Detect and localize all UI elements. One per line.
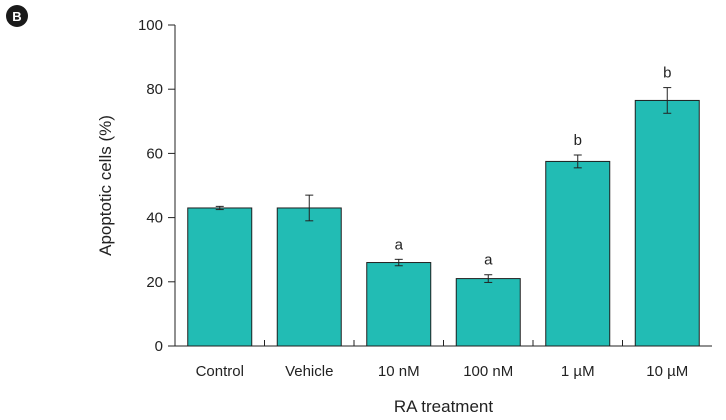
y-tick-label: 100: [138, 17, 163, 34]
error-bars: [215, 87, 672, 283]
x-tick-label: Vehicle: [285, 363, 333, 380]
panel-label: B: [12, 9, 21, 24]
axes: [174, 25, 712, 347]
y-axis-title: Apoptotic cells (%): [96, 115, 115, 256]
bar: [455, 278, 521, 347]
x-tick-label: 100 nM: [463, 363, 513, 380]
x-ticks: Control Vehicle 10 nM 100 nM 1 µM 10 µM: [196, 340, 688, 380]
bar: [276, 207, 342, 347]
significance-label: a: [484, 252, 493, 269]
x-tick-label: 1 µM: [561, 363, 595, 380]
significance-label: a: [395, 236, 404, 253]
panel-badge: B: [6, 5, 28, 27]
significance-label: b: [663, 65, 671, 82]
significance-labels: a a b b: [395, 65, 672, 269]
y-tick-label: 40: [146, 210, 163, 227]
y-ticks: 0 20 40 60 80 100: [138, 17, 175, 355]
y-tick-label: 60: [146, 145, 163, 162]
y-tick-label: 0: [155, 338, 163, 355]
bar: [545, 160, 611, 347]
x-tick-label: 10 nM: [378, 363, 420, 380]
x-tick-label: Control: [196, 363, 244, 380]
y-tick-label: 80: [146, 81, 163, 98]
x-axis-title: RA treatment: [394, 397, 493, 416]
bar: [634, 99, 700, 347]
bar: [366, 262, 432, 347]
bar: [187, 207, 253, 347]
x-tick-label: 10 µM: [646, 363, 688, 380]
bars: [187, 99, 700, 347]
significance-label: b: [574, 132, 582, 149]
y-tick-label: 20: [146, 274, 163, 291]
